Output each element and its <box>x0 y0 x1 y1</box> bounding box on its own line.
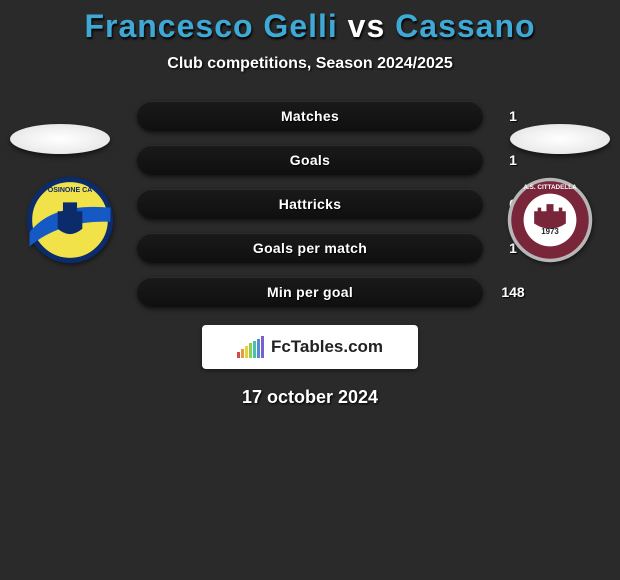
stat-label: Min per goal <box>267 284 353 300</box>
comparison-infographic: Francesco Gelli vs Cassano Club competit… <box>0 0 620 580</box>
svg-text:A.S. CITTADELLA: A.S. CITTADELLA <box>523 184 577 191</box>
stat-label: Goals per match <box>253 240 367 256</box>
player2-photo-oval <box>510 124 610 154</box>
stat-pill: Matches <box>137 101 483 131</box>
date-text: 17 october 2024 <box>0 387 620 408</box>
title-vs: vs <box>348 8 386 44</box>
stat-pill: Min per goal <box>137 277 483 307</box>
title-player1: Francesco Gelli <box>84 8 337 44</box>
page-title: Francesco Gelli vs Cassano <box>0 0 620 45</box>
svg-text:OSINONE CA: OSINONE CA <box>48 187 93 194</box>
club-badge-right: 1973 A.S. CITTADELLA <box>500 178 600 262</box>
stat-pill: Goals <box>137 145 483 175</box>
bar-chart-icon <box>237 336 265 358</box>
club-badge-left: OSINONE CA <box>20 178 120 262</box>
frosinone-crest-icon: OSINONE CA <box>26 176 114 264</box>
stat-label: Hattricks <box>279 196 342 212</box>
stat-pill: Hattricks <box>137 189 483 219</box>
stat-label: Goals <box>290 152 330 168</box>
brand-text: FcTables.com <box>271 337 383 357</box>
stat-value-right: 1 <box>483 108 543 124</box>
player1-photo-oval <box>10 124 110 154</box>
subtitle: Club competitions, Season 2024/2025 <box>0 55 620 73</box>
cittadella-crest-icon: 1973 A.S. CITTADELLA <box>506 176 594 264</box>
brand-box: FcTables.com <box>202 325 418 369</box>
stat-value-right: 148 <box>483 284 543 300</box>
title-player2: Cassano <box>395 8 535 44</box>
stat-row: Min per goal 148 <box>0 277 620 307</box>
stat-label: Matches <box>281 108 339 124</box>
svg-text:1973: 1973 <box>541 227 559 236</box>
stat-pill: Goals per match <box>137 233 483 263</box>
stat-value-right: 1 <box>483 152 543 168</box>
